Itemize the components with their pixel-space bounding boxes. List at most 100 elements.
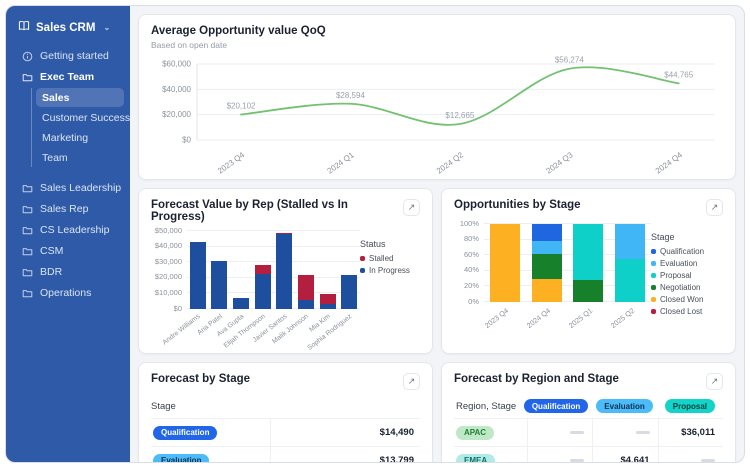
chart-plot-area: 100% 80% 60% 40% 20% 0% 2023 Q4 2024 Q4 2025 Q1 2…	[454, 219, 651, 348]
chevron-down-icon: ⌄	[103, 23, 111, 32]
sidebar-item-csm[interactable]: CSM	[10, 241, 126, 261]
x-tick-label: 2025 Q2	[608, 306, 636, 331]
legend-entry-stalled: Stalled	[360, 254, 420, 263]
gridline	[187, 292, 360, 294]
folder-icon	[22, 204, 33, 215]
legend: Status Stalled In Progress	[360, 231, 420, 355]
sidebar-nav: Getting started Exec Team Sales Customer Su…	[6, 46, 130, 303]
gridline	[187, 245, 360, 247]
sidebar-item-exec-team[interactable]: Exec Team	[10, 67, 126, 87]
axis-label: $20,000	[162, 110, 191, 119]
sidebar-item-sales-rep[interactable]: Sales Rep	[10, 199, 126, 219]
legend-title: Status	[360, 239, 386, 249]
chart-plot-area: $50,000 $40,000 $30,000 $20,000 $10,000 $0 And…	[151, 226, 360, 355]
gridline	[484, 223, 651, 224]
stage-pill: Qualification	[523, 399, 589, 413]
card-avg-opportunity-value: Average Opportunity value QoQ Based on o…	[138, 14, 736, 180]
legend-label: In Progress	[369, 266, 410, 275]
bar-segment-qualification	[531, 224, 562, 242]
bar-segment-in-progress	[297, 300, 314, 309]
legend-label: Proposal	[660, 271, 692, 280]
bar-segment-in-progress	[319, 304, 336, 309]
bar-segment-in-progress	[341, 274, 358, 309]
card-forecast-by-stage: Forecast by Stage ↗ Stage Qualification $…	[138, 362, 433, 462]
folder-icon	[22, 183, 33, 194]
legend-dot	[651, 261, 656, 266]
bar-segment-negotiation	[573, 280, 604, 302]
sidebar-item-label: CS Leadership	[40, 224, 110, 236]
table-row: APAC $36,011	[454, 418, 723, 446]
table-row: Evaluation $13,799	[151, 446, 420, 462]
expand-button[interactable]: ↗	[706, 199, 723, 216]
y-tick-label: 40%	[463, 265, 479, 275]
gridline	[484, 254, 651, 256]
gridline	[187, 261, 360, 263]
legend-entry-evaluation: Evaluation	[651, 259, 723, 268]
sidebar-item-marketing[interactable]: Marketing	[36, 128, 124, 147]
card-forecast-by-region-and-stage: Forecast by Region and Stage ↗ Region, S…	[441, 362, 736, 462]
legend-dot	[651, 285, 656, 290]
y-tick-label: 0%	[468, 296, 479, 306]
point-label: $12,665	[445, 111, 474, 120]
sidebar-item-getting-started[interactable]: Getting started	[10, 46, 126, 66]
bar-2023-q4	[489, 224, 520, 302]
sidebar-item-cs-leadership[interactable]: CS Leadership	[10, 220, 126, 240]
region-cell: APAC	[454, 419, 527, 446]
sidebar-item-label: BDR	[40, 266, 63, 278]
card-title-block: Average Opportunity value QoQ Based on o…	[151, 25, 326, 50]
legend-entry-in-progress: In Progress	[360, 266, 420, 275]
x-tick-label: 2024 Q3	[544, 150, 575, 176]
expand-button[interactable]: ↗	[403, 373, 420, 390]
sidebar-item-label: Team	[42, 151, 68, 164]
header-stage-cell: Evaluation	[596, 399, 660, 413]
bar-segment-in-progress	[189, 241, 206, 309]
sidebar-item-team[interactable]: Team	[36, 148, 124, 167]
workspace-title: Sales CRM	[36, 21, 96, 34]
folder-icon	[22, 246, 33, 257]
value-cell: $13,799	[271, 447, 420, 462]
x-tick-label: 2025 Q1	[566, 306, 594, 331]
forecast-value: $4,641	[620, 455, 650, 462]
sidebar-item-sales-leadership[interactable]: Sales Leadership	[10, 178, 126, 198]
sidebar-item-label: Marketing	[42, 131, 89, 144]
forecast-by-region-table: APAC $36,011 EMEA $4,641	[454, 418, 723, 462]
sidebar-item-customer-success[interactable]: Customer Success	[36, 108, 130, 127]
expand-button[interactable]: ↗	[403, 199, 420, 216]
point-label: $20,102	[227, 102, 256, 111]
sidebar-item-label: Exec Team	[40, 71, 95, 83]
info-icon	[22, 51, 33, 62]
sidebar-item-sales[interactable]: Sales	[36, 88, 124, 107]
axis-label: $60,000	[162, 60, 191, 69]
bar-2025-q1	[573, 224, 604, 302]
folder-icon	[22, 225, 33, 236]
axis-label: $40,000	[162, 85, 191, 94]
y-tick-label: $30,000	[154, 256, 182, 266]
header-stage-cell: Proposal	[661, 399, 723, 413]
legend-label: Stalled	[369, 254, 394, 263]
axis-label: $0	[182, 136, 191, 145]
value-cell	[592, 419, 657, 446]
bar-segment-in-progress	[254, 273, 271, 309]
x-tick-label: 2024 Q2	[435, 150, 466, 176]
sidebar-item-operations[interactable]: Operations	[10, 283, 126, 303]
card-title: Forecast Value by Rep (Stalled vs In Pro…	[151, 199, 348, 223]
y-tick-label: 20%	[463, 280, 479, 290]
gridline	[484, 238, 651, 240]
table-column-header-row: Region, Stage Qualification Evaluation Pro…	[454, 394, 723, 418]
point-label: $28,594	[336, 91, 365, 100]
expand-button[interactable]: ↗	[706, 373, 723, 390]
sidebar-item-bdr[interactable]: BDR	[10, 262, 126, 282]
legend-dot	[360, 256, 365, 261]
y-tick-label: $0	[173, 303, 182, 313]
workspace-switcher[interactable]: Sales CRM ⌄	[6, 18, 130, 45]
bar-segment-stalled	[319, 294, 336, 305]
book-icon	[18, 20, 30, 35]
folder-icon	[22, 288, 33, 299]
bar-segment-stalled	[276, 232, 293, 235]
sidebar-item-label: CSM	[40, 245, 64, 257]
legend-dot	[651, 273, 656, 278]
bar-sophia-rodriguez	[341, 231, 358, 309]
legend-dot	[651, 297, 656, 302]
region-pill: APAC	[456, 425, 495, 440]
legend-dot	[651, 309, 656, 314]
